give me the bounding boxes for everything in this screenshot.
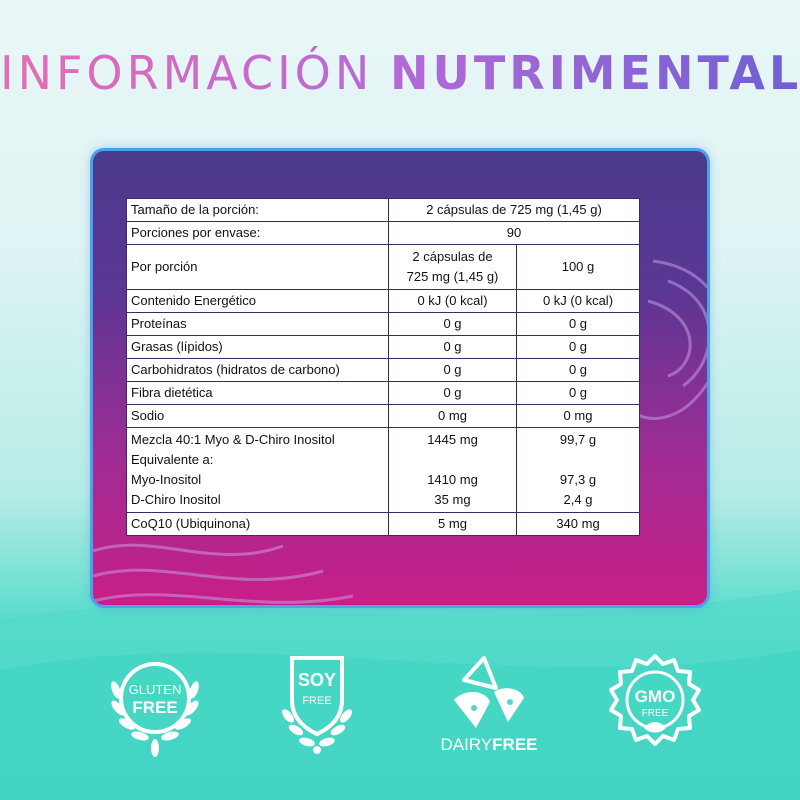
table-row: Carbohidratos (hidratos de carbono) 0 g … (126, 358, 640, 382)
row-value-100g: 0 g (516, 335, 640, 359)
cheese-icon: DAIRYFREE (441, 656, 538, 754)
row-value-100g: 0 kJ (0 kcal) (516, 289, 640, 313)
servings-value: 90 (388, 221, 640, 245)
col1-header-line2: 725 mg (1,45 g) (406, 269, 499, 284)
col1-header-line1: 2 cápsulas de (412, 249, 493, 264)
myo-label: Myo-Inositol (131, 472, 202, 487)
blend-values-100g: 99,7 g 97,3 g 2,4 g (516, 427, 640, 513)
blend-labels: Mezcla 40:1 Myo & D-Chiro Inositol Equiv… (126, 427, 389, 513)
badge-row: GLUTEN FREE SOY FREE DAIRYFREE GMO (0, 650, 800, 760)
serving-value: 2 cápsulas de 725 mg (1,45 g) (388, 198, 640, 222)
wheat-laurel-icon: GLUTEN FREE (111, 662, 199, 757)
coq10-v2: 340 mg (516, 512, 640, 536)
gluten-badge-line1: GLUTEN (129, 682, 182, 697)
myo-v1: 1410 mg (427, 472, 478, 487)
dairy-badge-light: DAIRY (441, 735, 493, 754)
soy-badge-line1: SOY (298, 670, 336, 690)
background-wave (0, 590, 800, 800)
table-row: Fibra dietética 0 g 0 g (126, 381, 640, 405)
dchiro-v1: 35 mg (434, 492, 471, 507)
blend-v1: 1445 mg (427, 432, 478, 447)
row-label: Carbohidratos (hidratos de carbono) (126, 358, 389, 382)
table-row-coq10: CoQ10 (Ubiquinona) 5 mg 340 mg (126, 512, 640, 536)
servings-label: Porciones por envase: (126, 221, 389, 245)
title-light: INFORMACIÓN (0, 46, 374, 100)
row-value-portion: 0 kJ (0 kcal) (388, 289, 517, 313)
row-value-100g: 0 mg (516, 404, 640, 428)
per-portion-label: Por porción (126, 244, 389, 290)
gmo-badge-line1: GMO (635, 687, 676, 706)
row-value-portion: 0 mg (388, 404, 517, 428)
table-row: Proteínas 0 g 0 g (126, 312, 640, 336)
col1-header: 2 cápsulas de 725 mg (1,45 g) (388, 244, 517, 290)
equiv-label: Equivalente a: (131, 452, 214, 467)
nutrition-table: Tamaño de la porción: 2 cápsulas de 725 … (126, 198, 640, 536)
row-value-100g: 0 g (516, 358, 640, 382)
table-row: Sodio 0 mg 0 mg (126, 404, 640, 428)
row-label: Contenido Energético (126, 289, 389, 313)
row-label: Proteínas (126, 312, 389, 336)
col2-header: 100 g (516, 244, 640, 290)
table-row: Grasas (lípidos) 0 g 0 g (126, 335, 640, 359)
blend-v2: 99,7 g (559, 432, 597, 447)
coq10-label: CoQ10 (Ubiquinona) (126, 512, 389, 536)
myo-v2: 97,3 g (559, 472, 597, 487)
leaf-seal-icon: GMO FREE (609, 654, 701, 746)
table-row-serving: Tamaño de la porción: 2 cápsulas de 725 … (126, 198, 640, 222)
row-label: Fibra dietética (126, 381, 389, 405)
nutrition-panel: Tamaño de la porción: 2 cápsulas de 725 … (90, 148, 710, 608)
dairy-badge-text: DAIRYFREE (441, 735, 538, 754)
row-label: Sodio (126, 404, 389, 428)
title-bold: NUTRIMENTAL (390, 46, 800, 100)
blend-values-portion: 1445 mg 1410 mg 35 mg (388, 427, 517, 513)
table-row-header: Por porción 2 cápsulas de 725 mg (1,45 g… (126, 244, 640, 290)
serving-label: Tamaño de la porción: (126, 198, 389, 222)
coq10-v1: 5 mg (388, 512, 517, 536)
gluten-badge-line2: FREE (132, 698, 177, 717)
row-value-portion: 0 g (388, 312, 517, 336)
dairy-badge-bold: FREE (492, 735, 537, 754)
row-label: Grasas (lípidos) (126, 335, 389, 359)
row-value-100g: 0 g (516, 312, 640, 336)
dchiro-label: D-Chiro Inositol (131, 492, 221, 507)
table-row-blend: Mezcla 40:1 Myo & D-Chiro Inositol Equiv… (126, 427, 640, 513)
soy-shield-icon: SOY FREE (282, 656, 352, 754)
row-value-100g: 0 g (516, 381, 640, 405)
table-row-servings: Porciones por envase: 90 (126, 221, 640, 245)
row-value-portion: 0 g (388, 381, 517, 405)
table-row: Contenido Energético 0 kJ (0 kcal) 0 kJ … (126, 289, 640, 313)
row-value-portion: 0 g (388, 358, 517, 382)
row-value-portion: 0 g (388, 335, 517, 359)
gmo-badge-line2: FREE (642, 708, 669, 719)
page-title: INFORMACIÓN NUTRIMENTAL (0, 46, 800, 100)
soy-badge-line2: FREE (302, 695, 331, 707)
dchiro-v2: 2,4 g (563, 492, 593, 507)
blend-label: Mezcla 40:1 Myo & D-Chiro Inositol (131, 432, 335, 447)
